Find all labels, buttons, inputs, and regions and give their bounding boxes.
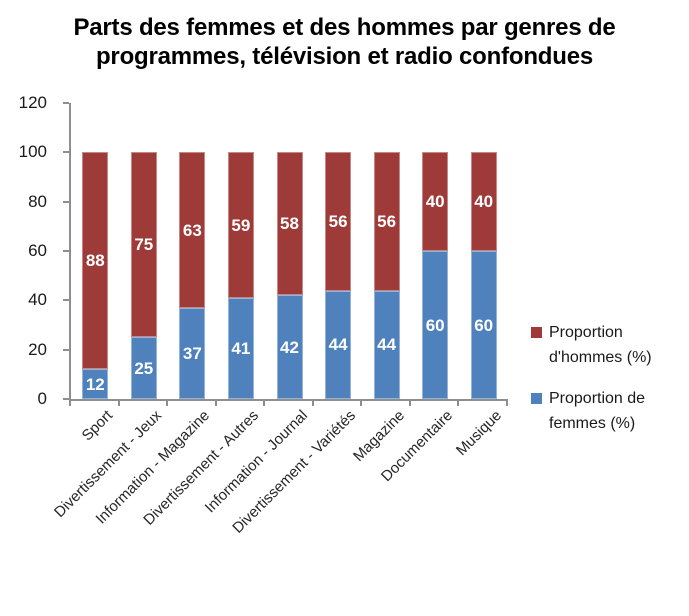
x-axis-tick xyxy=(69,401,71,406)
bar-value-label: 88 xyxy=(85,251,105,271)
bar-segment-hommes-magazine: 56 xyxy=(373,152,400,291)
plot-area: 12 88 25 75 37 63 41 59 42 58 44 56 44 56 60 40 60 40 xyxy=(69,103,508,401)
bar-segment-femmes-information-journal: 42 xyxy=(276,295,303,399)
bar-value-label: 12 xyxy=(85,374,105,394)
bar-value-label: 40 xyxy=(425,192,445,212)
bar-segment-hommes-musique: 40 xyxy=(470,152,497,251)
x-axis-tick xyxy=(457,401,460,406)
bar-segment-hommes-divertissement-jeux: 75 xyxy=(130,152,157,338)
legend: Proportion d'hommes (%) Proportion de fe… xyxy=(531,320,661,452)
y-axis-tick-label: 0 xyxy=(37,389,47,408)
y-axis-tick-label: 40 xyxy=(28,290,47,310)
x-axis-tick xyxy=(117,401,120,406)
bar-segment-hommes-documentaire: 40 xyxy=(422,152,449,251)
bar-value-label: 60 xyxy=(474,315,494,335)
y-axis-tick-label: 60 xyxy=(28,241,47,260)
legend-swatch-hommes-icon xyxy=(531,327,542,338)
bar-value-label: 58 xyxy=(280,214,299,234)
bar-segment-femmes-divertissement-jeux: 25 xyxy=(130,337,157,399)
x-axis-tick xyxy=(214,401,217,406)
bar-segment-femmes-musique: 60 xyxy=(470,251,497,399)
bar-value-label: 56 xyxy=(377,211,397,231)
bar-value-label: 37 xyxy=(182,343,202,363)
legend-swatch-femmes-icon xyxy=(531,393,542,404)
y-axis-tick-label: 20 xyxy=(28,339,47,359)
bar-value-label: 56 xyxy=(328,211,348,231)
x-axis-tick xyxy=(166,401,169,406)
y-axis-tick xyxy=(63,250,69,252)
x-axis-tick xyxy=(263,401,266,406)
bar-value-label: 42 xyxy=(280,337,299,357)
y-axis-tick-label: 120 xyxy=(18,93,47,112)
legend-item-femmes: Proportion de femmes (%) xyxy=(531,386,661,436)
bar-value-label: 60 xyxy=(425,315,445,335)
y-axis-tick xyxy=(63,299,69,302)
bar-segment-hommes-divertissement-varietes: 56 xyxy=(325,152,352,291)
bar-value-label: 44 xyxy=(377,335,397,355)
x-axis-tick xyxy=(311,401,314,406)
x-axis-tick xyxy=(360,401,363,406)
bar-value-label: 25 xyxy=(134,358,154,378)
bar-segment-hommes-information-magazine: 63 xyxy=(179,152,206,308)
y-axis-tick xyxy=(63,348,69,351)
chart-title-line1: Parts des femmes et des hommes par genre… xyxy=(73,14,616,41)
legend-item-hommes: Proportion d'hommes (%) xyxy=(531,320,661,370)
x-axis-tick xyxy=(408,401,411,406)
bar-segment-hommes-sport: 88 xyxy=(82,152,109,370)
bar-value-label: 44 xyxy=(328,335,348,355)
chart-title: Parts des femmes et des hommes par genre… xyxy=(0,13,689,71)
y-axis-tick-label: 100 xyxy=(18,142,47,162)
bar-segment-femmes-magazine: 44 xyxy=(373,290,400,399)
legend-label-femmes: Proportion de femmes (%) xyxy=(549,390,646,432)
y-axis-tick xyxy=(63,398,69,400)
chart-title-line2: programmes, télévision et radio confondu… xyxy=(95,43,594,70)
y-axis-tick xyxy=(63,200,69,203)
bar-value-label: 59 xyxy=(231,215,251,235)
bar-value-label: 63 xyxy=(182,220,202,240)
bar-segment-femmes-divertissement-varietes: 44 xyxy=(325,290,352,399)
bar-value-label: 75 xyxy=(134,235,154,255)
bar-segment-femmes-information-magazine: 37 xyxy=(179,307,206,399)
x-axis-tick xyxy=(506,401,508,406)
y-axis-tick xyxy=(63,151,69,154)
bar-segment-hommes-divertissement-autres: 59 xyxy=(227,152,254,298)
bar-segment-femmes-divertissement-autres: 41 xyxy=(227,297,254,399)
bar-value-label: 41 xyxy=(231,338,251,358)
y-axis-tick xyxy=(63,102,69,104)
y-axis-tick-label: 80 xyxy=(28,191,47,211)
bar-segment-femmes-sport: 12 xyxy=(82,369,109,399)
bar-segment-hommes-information-journal: 58 xyxy=(276,152,303,296)
legend-label-hommes: Proportion d'hommes (%) xyxy=(549,324,652,366)
bar-value-label: 40 xyxy=(474,192,494,212)
bar-segment-femmes-documentaire: 60 xyxy=(422,251,449,399)
